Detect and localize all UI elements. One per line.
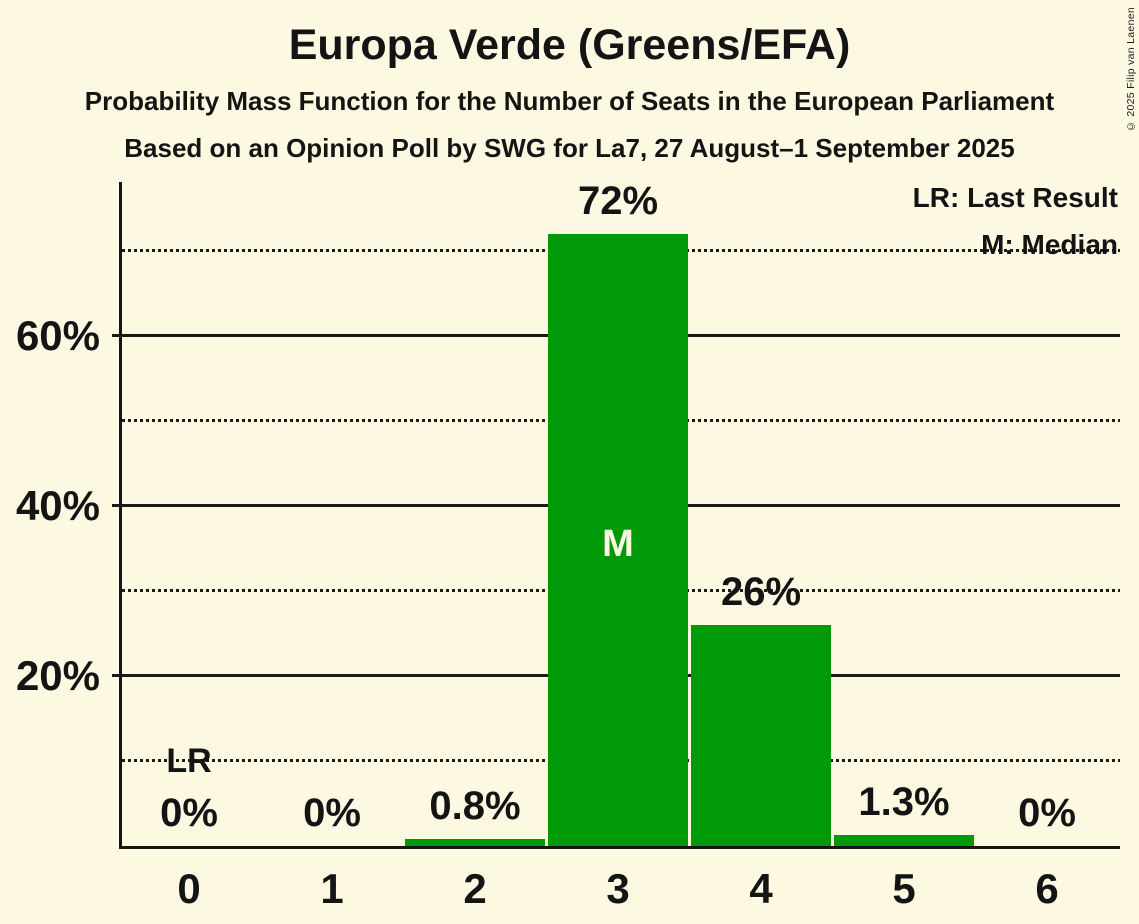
chart-subtitle: Probability Mass Function for the Number… xyxy=(84,86,1055,116)
bar-seats-5 xyxy=(834,835,974,846)
x-tick-label-6: 6 xyxy=(1035,865,1059,912)
bar-label-seats-5: 1.3% xyxy=(858,780,950,824)
y-axis xyxy=(119,182,122,849)
x-tick-label-4: 4 xyxy=(749,865,773,912)
bar-label-seats-1: 0% xyxy=(303,791,361,835)
bar-label-seats-0: 0% xyxy=(160,791,218,835)
bar-label-seats-6: 0% xyxy=(1018,791,1076,835)
y-tick-label-40: 40% xyxy=(15,482,100,529)
bar-label-seats-3: 72% xyxy=(577,179,659,223)
last-result-marker: LR xyxy=(166,742,212,780)
x-tick-label-0: 0 xyxy=(177,865,201,912)
bar-seats-4 xyxy=(691,625,831,846)
x-tick-label-3: 3 xyxy=(606,865,630,912)
x-tick-label-2: 2 xyxy=(463,865,487,912)
chart-title: Europa Verde (Greens/EFA) xyxy=(288,21,851,69)
legend-median: M: Median xyxy=(981,229,1118,260)
legend-last-result: LR: Last Result xyxy=(912,182,1118,213)
bar-label-seats-4: 26% xyxy=(720,570,802,614)
y-tick-label-20: 20% xyxy=(15,652,100,699)
bar-seats-2 xyxy=(405,839,545,846)
x-tick-label-5: 5 xyxy=(892,865,916,912)
x-tick-label-1: 1 xyxy=(320,865,344,912)
bar-seats-3 xyxy=(548,234,688,846)
bar-label-seats-2: 0.8% xyxy=(429,784,521,828)
x-axis xyxy=(119,846,1120,849)
chart-source-line: Based on an Opinion Poll by SWG for La7,… xyxy=(124,133,1015,163)
median-marker: M xyxy=(602,523,634,565)
y-tick-label-60: 60% xyxy=(15,312,100,359)
